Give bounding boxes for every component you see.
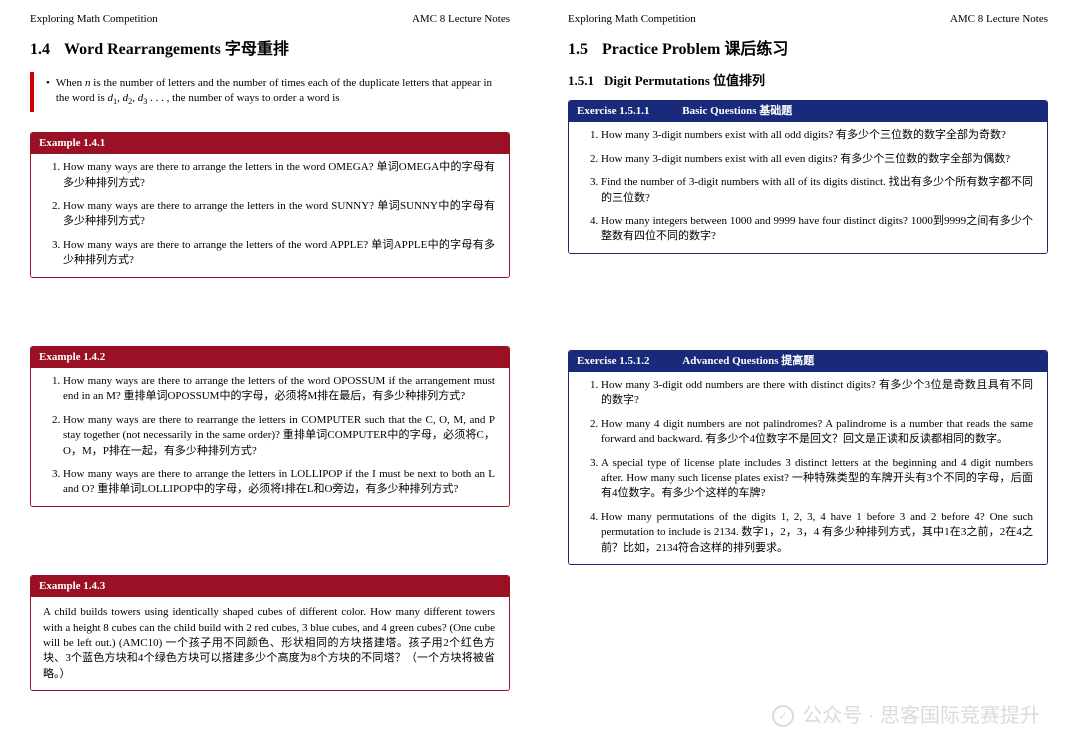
exercise-label2: Basic Questions 基础题 xyxy=(682,105,792,117)
example-body: A child builds towers using identically … xyxy=(31,597,509,690)
header-right: AMC 8 Lecture Notes xyxy=(412,12,510,27)
page-left: Exploring Math Competition AMC 8 Lecture… xyxy=(0,0,540,755)
intro-block: • When n is the number of letters and th… xyxy=(30,72,510,112)
intro-content: • When n is the number of letters and th… xyxy=(42,72,510,112)
page-header: Exploring Math Competition AMC 8 Lecture… xyxy=(568,12,1048,27)
example-header: Example 1.4.3 xyxy=(31,576,509,597)
list-item: How many permutations of the digits 1, 2… xyxy=(601,510,1037,556)
exercise-body: How many 3-digit numbers exist with all … xyxy=(569,122,1047,252)
header-left: Exploring Math Competition xyxy=(568,12,696,27)
exercise-label: Exercise 1.5.1.1 xyxy=(577,105,650,117)
list-item: How many ways are there to arrange the l… xyxy=(63,238,499,269)
section-text: Word Rearrangements 字母重排 xyxy=(64,41,289,58)
list-item: How many 3-digit odd numbers are there w… xyxy=(601,378,1037,409)
intro-bullet-text: When n is the number of letters and the … xyxy=(56,76,492,108)
example-body: How many ways are there to arrange the l… xyxy=(31,368,509,506)
list-item: How many ways are there to rearrange the… xyxy=(63,413,499,459)
spacer xyxy=(30,535,510,575)
page-right: Exploring Math Competition AMC 8 Lecture… xyxy=(540,0,1080,755)
list-item: How many ways are there to arrange the l… xyxy=(63,199,499,230)
header-left: Exploring Math Competition xyxy=(30,12,158,27)
list-item: A special type of license plate includes… xyxy=(601,456,1037,502)
subsection-text: Digit Permutations 位值排列 xyxy=(604,73,765,88)
list-item: How many integers between 1000 and 9999 … xyxy=(601,214,1037,245)
list-item: How many 3-digit numbers exist with all … xyxy=(601,152,1037,167)
exercise-body: How many 3-digit odd numbers are there w… xyxy=(569,372,1047,564)
list-item: Find the number of 3-digit numbers with … xyxy=(601,175,1037,206)
list-item: How many ways are there to arrange the l… xyxy=(63,467,499,498)
example-1-4-2: Example 1.4.2 How many ways are there to… xyxy=(30,346,510,507)
spacer xyxy=(568,282,1048,350)
list-item: How many ways are there to arrange the l… xyxy=(63,374,499,405)
exercise-1-5-1-1: Exercise 1.5.1.1 Basic Questions 基础题 How… xyxy=(568,100,1048,254)
bullet-icon: • xyxy=(46,76,50,108)
header-right: AMC 8 Lecture Notes xyxy=(950,12,1048,27)
exercise-label: Exercise 1.5.1.2 xyxy=(577,355,650,367)
section-text: Practice Problem 课后练习 xyxy=(602,41,788,58)
section-title-1-4: 1.4 Word Rearrangements 字母重排 xyxy=(30,39,510,61)
spacer xyxy=(30,306,510,346)
subsection-title-1-5-1: 1.5.1 Digit Permutations 位值排列 xyxy=(568,72,1048,90)
list-item: How many ways are there to arrange the l… xyxy=(63,160,499,191)
list-item: How many 4 digit numbers are not palindr… xyxy=(601,417,1037,448)
exercise-1-5-1-2: Exercise 1.5.1.2 Advanced Questions 提高题 … xyxy=(568,350,1048,565)
example-header: Example 1.4.1 xyxy=(31,133,509,154)
example-body: How many ways are there to arrange the l… xyxy=(31,154,509,276)
subsection-num: 1.5.1 xyxy=(568,73,594,88)
example-text: A child builds towers using identically … xyxy=(41,603,499,684)
exercise-label2: Advanced Questions 提高题 xyxy=(682,355,814,367)
section-num: 1.5 xyxy=(568,41,588,58)
exercise-header: Exercise 1.5.1.2 Advanced Questions 提高题 xyxy=(569,351,1047,372)
section-num: 1.4 xyxy=(30,41,50,58)
section-title-1-5: 1.5 Practice Problem 课后练习 xyxy=(568,39,1048,61)
example-1-4-3: Example 1.4.3 A child builds towers usin… xyxy=(30,575,510,691)
example-1-4-1: Example 1.4.1 How many ways are there to… xyxy=(30,132,510,278)
list-item: How many 3-digit numbers exist with all … xyxy=(601,128,1037,143)
example-header: Example 1.4.2 xyxy=(31,347,509,368)
exercise-header: Exercise 1.5.1.1 Basic Questions 基础题 xyxy=(569,101,1047,122)
page-header: Exploring Math Competition AMC 8 Lecture… xyxy=(30,12,510,27)
red-accent-bar xyxy=(30,72,34,112)
